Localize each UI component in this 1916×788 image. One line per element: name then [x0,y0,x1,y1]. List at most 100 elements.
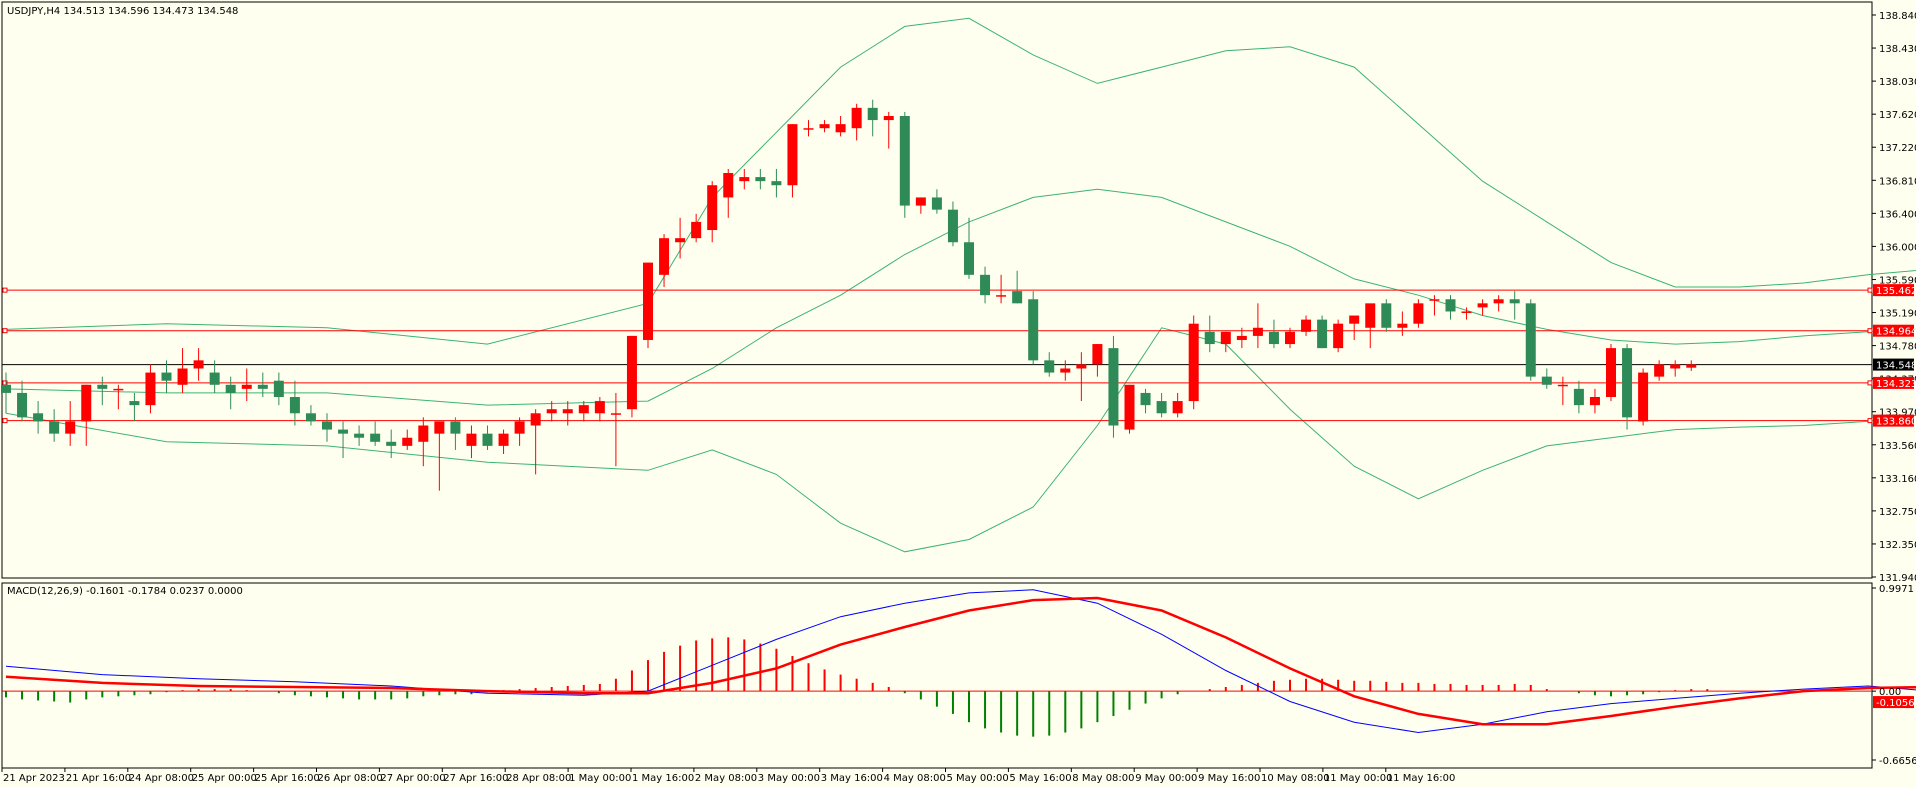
candle[interactable] [1060,360,1071,381]
candle[interactable] [691,213,702,243]
candle[interactable] [546,401,557,422]
level-anchor-handle[interactable] [2,328,8,334]
candle[interactable] [803,120,814,137]
candle[interactable] [354,425,365,446]
candle[interactable] [1,372,11,414]
macd-pane[interactable] [2,589,1916,737]
candle[interactable] [386,429,397,459]
candle[interactable] [482,425,493,450]
candle[interactable] [1044,352,1055,377]
level-anchor-handle[interactable] [1867,328,1873,334]
candle[interactable] [1092,344,1103,377]
candle[interactable] [1606,344,1616,402]
candle[interactable] [643,262,653,349]
candle[interactable] [1188,315,1199,410]
candle[interactable] [450,417,461,450]
candle[interactable] [498,429,509,455]
candle[interactable] [514,417,525,446]
candle[interactable] [867,99,878,137]
candle[interactable] [1654,360,1665,381]
candle[interactable] [578,401,589,422]
candle[interactable] [1108,335,1119,438]
candle[interactable] [1461,307,1472,320]
candle[interactable] [835,115,846,137]
candle[interactable] [1156,392,1167,418]
candle[interactable] [1525,299,1536,381]
candle[interactable] [1493,295,1504,312]
candle[interactable] [1252,303,1263,349]
candle[interactable] [97,376,108,406]
candle[interactable] [1076,352,1087,402]
candle[interactable] [530,409,541,475]
candle[interactable] [1236,327,1247,349]
candle[interactable] [113,384,124,410]
candle[interactable] [209,360,220,393]
candle[interactable] [434,421,445,491]
candle[interactable] [562,401,573,426]
candle[interactable] [1381,299,1392,332]
candle[interactable] [370,421,381,446]
candle[interactable] [1285,327,1295,349]
candle[interactable] [787,124,798,198]
candle[interactable] [466,425,477,459]
candle[interactable] [819,120,830,133]
candle[interactable] [1365,303,1376,349]
candle[interactable] [1140,388,1151,414]
candle[interactable] [755,168,766,190]
candle[interactable] [1686,360,1697,371]
candle[interactable] [707,181,718,243]
candle[interactable] [1670,360,1681,377]
candle[interactable] [851,103,862,141]
candle[interactable] [33,401,44,434]
level-anchor-handle[interactable] [2,418,8,424]
candle[interactable] [1638,368,1649,426]
candle[interactable] [145,364,156,414]
candle[interactable] [65,401,76,446]
candle[interactable] [1557,376,1568,406]
candle[interactable] [1541,368,1552,389]
candle[interactable] [257,372,268,397]
candle[interactable] [81,384,92,446]
candle[interactable] [899,111,910,218]
level-anchor-handle[interactable] [1867,287,1873,293]
candle[interactable] [418,417,429,467]
candle[interactable] [322,413,332,442]
candle[interactable] [273,372,284,406]
candle[interactable] [1268,319,1279,349]
candle[interactable] [1301,315,1312,336]
candle[interactable] [626,335,637,418]
candle[interactable] [161,360,172,393]
candle[interactable] [659,234,670,288]
candle[interactable] [1413,299,1424,328]
candle[interactable] [980,266,991,304]
candle[interactable] [1445,295,1456,320]
candle[interactable] [723,168,734,218]
candle[interactable] [1589,388,1600,414]
candle[interactable] [931,189,942,214]
candle[interactable] [241,368,252,402]
candle[interactable] [289,380,300,426]
candle[interactable] [1317,315,1328,349]
candle[interactable] [915,197,926,214]
candle[interactable] [1204,315,1215,353]
candle[interactable] [1124,384,1135,434]
candle[interactable] [1477,299,1488,316]
level-anchor-handle[interactable] [2,287,8,293]
candle[interactable] [594,396,605,422]
candle[interactable] [1622,344,1633,430]
candle[interactable] [338,421,349,459]
candle[interactable] [305,405,316,426]
candle[interactable] [1333,319,1344,353]
price-pane[interactable] [1,17,1916,553]
level-anchor-handle[interactable] [1867,418,1873,424]
candle[interactable] [1573,380,1584,414]
candle[interactable] [675,217,686,259]
candle[interactable] [771,168,782,198]
candle[interactable] [947,201,958,247]
candle[interactable] [1349,315,1360,340]
candle[interactable] [1220,331,1231,353]
candle[interactable] [883,111,894,149]
candle[interactable] [193,348,204,381]
candle[interactable] [1509,291,1520,320]
